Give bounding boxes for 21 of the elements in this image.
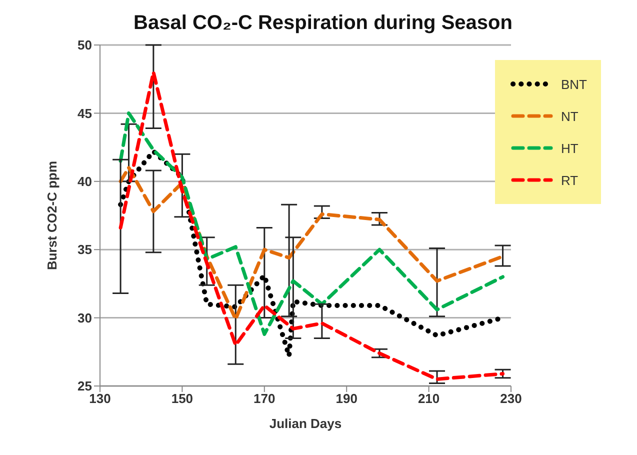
x-axis-title: Julian Days bbox=[269, 416, 342, 431]
legend-label: RT bbox=[561, 172, 578, 188]
x-tick-label: 210 bbox=[418, 391, 440, 406]
legend-label: NT bbox=[561, 108, 578, 124]
x-tick-label: 130 bbox=[89, 391, 111, 406]
y-tick-label: 35 bbox=[78, 242, 92, 258]
y-tick-label: 30 bbox=[78, 310, 92, 326]
x-tick-label: 170 bbox=[254, 391, 276, 406]
x-tick-label: 190 bbox=[336, 391, 358, 406]
y-tick-label: 40 bbox=[78, 174, 92, 190]
legend-label: HT bbox=[561, 140, 578, 156]
x-tick-label: 150 bbox=[171, 391, 194, 406]
line-series bbox=[118, 111, 505, 336]
x-tick-label: 230 bbox=[500, 391, 522, 406]
y-axis-title: Burst CO2-C ppm bbox=[44, 160, 60, 270]
y-tick-label: 45 bbox=[78, 106, 92, 121]
chart-title: Basal CO₂-C Respiration during Season bbox=[132, 12, 514, 35]
y-tick-label: 25 bbox=[78, 378, 92, 394]
y-tick-label: 50 bbox=[78, 38, 92, 53]
legend-label: BNT bbox=[561, 76, 587, 92]
line-series bbox=[118, 70, 505, 381]
